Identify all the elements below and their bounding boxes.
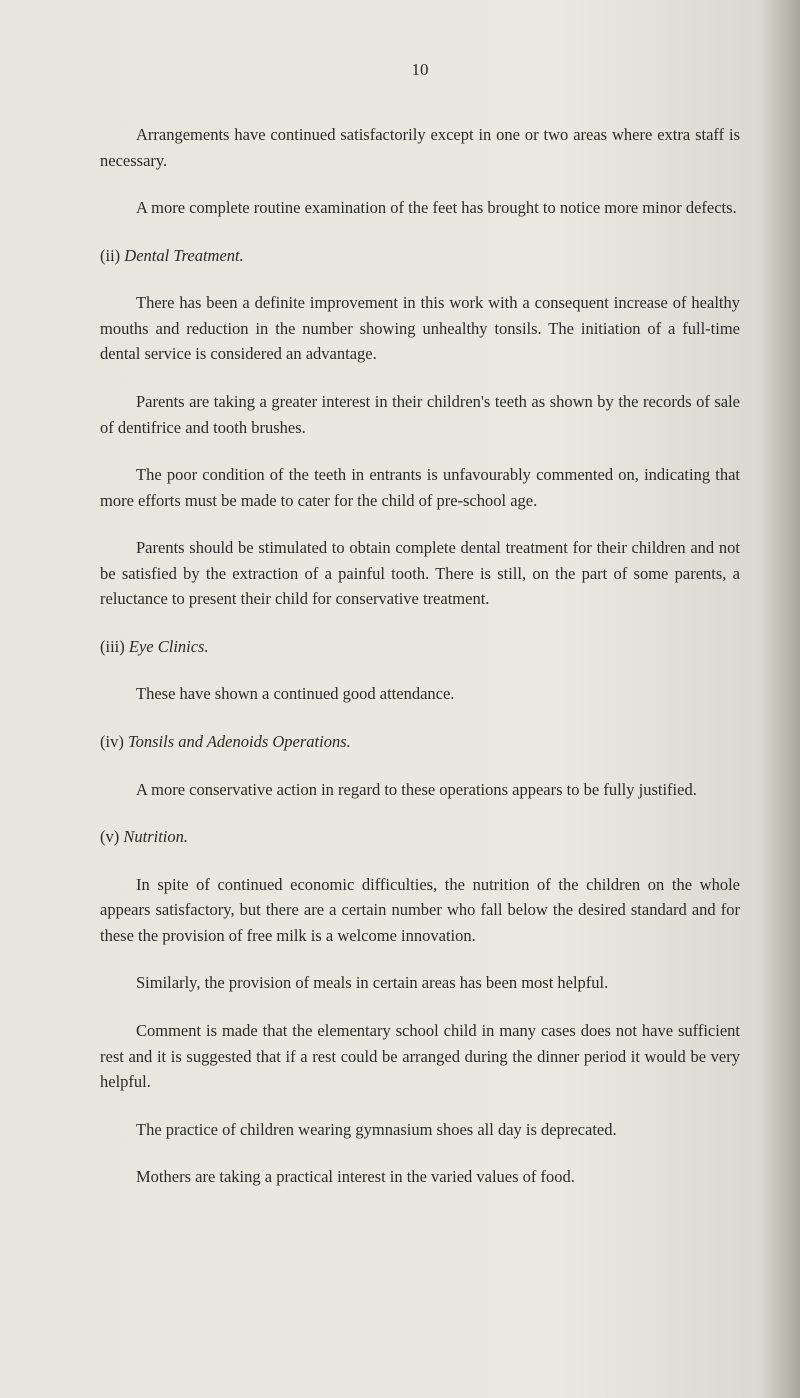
paragraph: The poor condition of the teeth in entra… — [100, 462, 740, 513]
paragraph: A more complete routine examination of t… — [100, 195, 740, 221]
section-heading-nutrition: (v) Nutrition. — [100, 824, 740, 850]
paragraph: In spite of continued economic difficult… — [100, 872, 740, 949]
page-number: 10 — [100, 60, 740, 80]
section-title: Tonsils and Adenoids Operations. — [128, 732, 351, 751]
paragraph: Similarly, the provision of meals in cer… — [100, 970, 740, 996]
paragraph: The practice of children wearing gymnasi… — [100, 1117, 740, 1143]
section-roman: (v) — [100, 827, 123, 846]
section-title: Dental Treatment. — [124, 246, 243, 265]
paragraph: Arrangements have continued satisfactori… — [100, 122, 740, 173]
paragraph: There has been a definite improvement in… — [100, 290, 740, 367]
section-roman: (iv) — [100, 732, 128, 751]
paragraph: Parents are taking a greater interest in… — [100, 389, 740, 440]
section-heading-tonsils: (iv) Tonsils and Adenoids Operations. — [100, 729, 740, 755]
section-heading-eye: (iii) Eye Clinics. — [100, 634, 740, 660]
section-roman: (iii) — [100, 637, 129, 656]
paragraph: A more conservative action in regard to … — [100, 777, 740, 803]
paragraph: Comment is made that the elementary scho… — [100, 1018, 740, 1095]
paragraph: Parents should be stimulated to obtain c… — [100, 535, 740, 612]
paragraph: These have shown a continued good attend… — [100, 681, 740, 707]
document-page: 10 Arrangements have continued satisfact… — [0, 0, 800, 1272]
section-heading-dental: (ii) Dental Treatment. — [100, 243, 740, 269]
section-title: Nutrition. — [123, 827, 188, 846]
paragraph: Mothers are taking a practical interest … — [100, 1164, 740, 1190]
section-roman: (ii) — [100, 246, 124, 265]
page-shadow — [760, 0, 800, 1398]
section-title: Eye Clinics. — [129, 637, 209, 656]
